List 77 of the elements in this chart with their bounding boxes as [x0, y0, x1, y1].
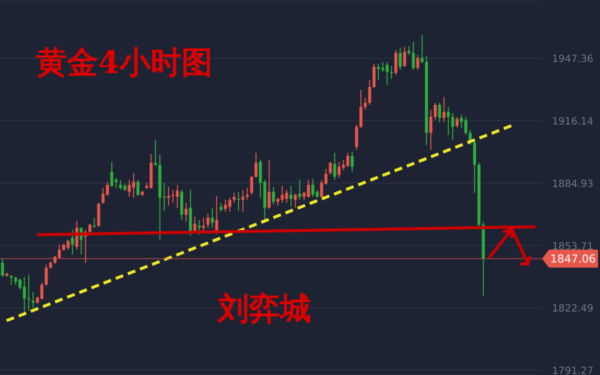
candlestick	[27, 274, 30, 312]
candlestick	[298, 179, 302, 200]
candlestick	[359, 89, 362, 128]
candlestick	[289, 185, 292, 208]
annotation: 刘弈城	[218, 290, 311, 329]
candlestick	[180, 189, 184, 220]
candlestick	[446, 106, 450, 136]
y-tick-label: 1884.93	[552, 178, 594, 190]
candlestick	[420, 34, 424, 64]
candlestick	[390, 65, 394, 80]
candlestick	[241, 189, 244, 212]
candlestick	[58, 244, 61, 260]
candlestick	[128, 179, 131, 198]
candlestick	[386, 61, 389, 86]
candlestick	[272, 186, 275, 206]
candlestick	[102, 187, 105, 204]
candlestick	[372, 63, 376, 88]
candlestick	[110, 161, 114, 188]
candlestick	[70, 229, 74, 256]
candlestick	[456, 116, 459, 128]
candlestick	[40, 282, 44, 300]
candlestick	[119, 179, 122, 190]
candlestick	[210, 207, 214, 228]
candlestick	[368, 79, 372, 106]
candlestick	[188, 189, 192, 236]
y-tick-label: 1916.14	[552, 116, 594, 128]
candlestick	[228, 197, 232, 212]
candlestick	[22, 276, 26, 314]
candlestick	[451, 112, 454, 140]
candlestick	[232, 192, 236, 204]
y-tick-label: 1791.27	[552, 366, 594, 375]
candlestick	[403, 46, 406, 68]
text: 黄金4小时图	[36, 44, 213, 83]
candlestick	[250, 175, 254, 196]
candlestick	[438, 102, 442, 122]
candlestick	[167, 186, 170, 206]
candlestick	[381, 61, 384, 72]
candlestick	[338, 161, 341, 178]
candlestick	[97, 202, 100, 228]
candlestick	[280, 185, 284, 204]
y-tick-label: 1822.49	[552, 304, 594, 315]
candlestick	[136, 179, 140, 196]
candlestick	[294, 193, 297, 208]
candlestick	[429, 109, 432, 150]
candlestick	[198, 219, 201, 236]
candlestick	[442, 96, 446, 122]
candlestick	[328, 161, 332, 176]
candlestick	[202, 217, 206, 232]
candlestick	[398, 47, 402, 70]
candlestick	[434, 102, 437, 120]
candlestick	[364, 97, 367, 110]
ref-line-label: 1847.06	[550, 252, 596, 266]
candlestick	[44, 264, 48, 286]
candlestick	[1, 258, 4, 278]
candlestick	[473, 139, 476, 194]
candlestick	[412, 41, 415, 70]
candlestick	[306, 179, 310, 198]
candlestick	[355, 124, 358, 150]
candlestick	[394, 49, 398, 76]
candlestick	[464, 116, 468, 136]
candlestick	[254, 152, 258, 178]
candlestick	[92, 217, 96, 228]
candlestick	[346, 152, 350, 168]
candlestick	[268, 159, 271, 210]
candlestick	[333, 152, 336, 180]
candlestick	[416, 54, 420, 70]
candlestick	[246, 187, 249, 200]
candlestick	[311, 178, 314, 198]
candlestick	[350, 151, 354, 172]
candlestick	[132, 172, 136, 198]
candlestick	[184, 202, 188, 222]
candlestick	[206, 213, 210, 228]
candlestick	[237, 191, 240, 212]
candlestick	[154, 139, 157, 166]
candlestick	[32, 291, 35, 308]
y-tick-label: 1947.36	[552, 54, 594, 66]
candlestick	[176, 184, 179, 208]
